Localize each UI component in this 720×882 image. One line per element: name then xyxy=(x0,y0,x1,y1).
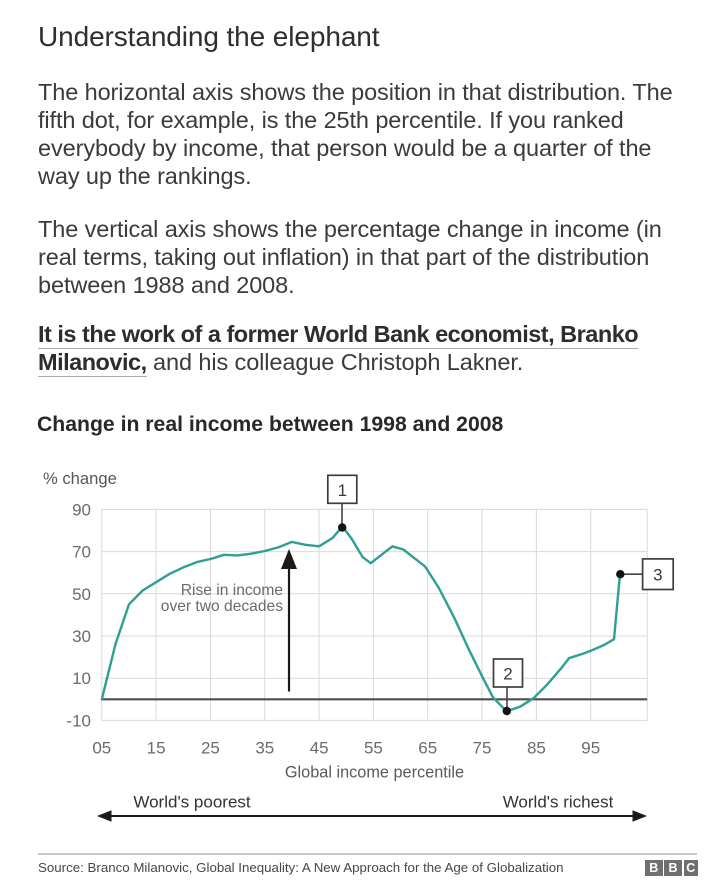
svg-text:over two decades: over two decades xyxy=(161,598,283,615)
svg-text:World's poorest: World's poorest xyxy=(133,793,251,812)
svg-text:75: 75 xyxy=(473,738,492,757)
svg-text:World's richest: World's richest xyxy=(503,793,614,812)
svg-text:2: 2 xyxy=(503,665,512,684)
svg-text:Global income percentile: Global income percentile xyxy=(285,764,464,782)
svg-text:15: 15 xyxy=(147,738,166,757)
svg-text:1: 1 xyxy=(338,481,347,500)
svg-text:30: 30 xyxy=(72,627,91,646)
svg-text:3: 3 xyxy=(653,566,662,585)
svg-text:65: 65 xyxy=(418,738,437,757)
svg-text:% change: % change xyxy=(43,469,117,488)
svg-text:45: 45 xyxy=(310,738,329,757)
svg-text:90: 90 xyxy=(72,500,91,519)
svg-text:-10: -10 xyxy=(66,711,91,730)
svg-text:55: 55 xyxy=(364,738,383,757)
svg-text:70: 70 xyxy=(72,543,91,562)
svg-text:85: 85 xyxy=(527,738,546,757)
svg-text:10: 10 xyxy=(72,669,91,688)
svg-text:95: 95 xyxy=(581,738,600,757)
svg-text:05: 05 xyxy=(92,738,111,757)
svg-text:35: 35 xyxy=(255,738,274,757)
svg-text:50: 50 xyxy=(72,585,91,604)
svg-text:25: 25 xyxy=(201,738,220,757)
svg-text:Rise in income: Rise in income xyxy=(181,582,283,599)
